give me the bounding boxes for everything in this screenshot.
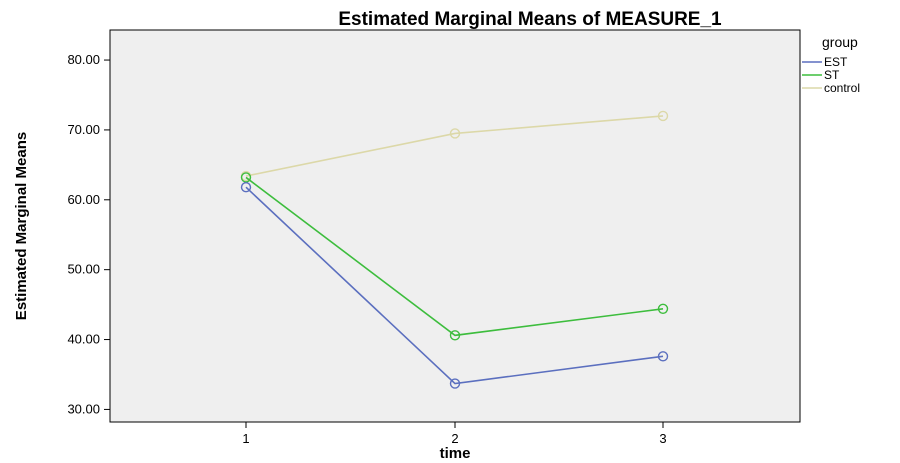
data-point-est bbox=[657, 351, 669, 362]
series-line-est bbox=[245, 186, 664, 385]
x-tick-label: 2 bbox=[451, 431, 458, 446]
legend-label-est: EST bbox=[824, 55, 848, 69]
series-line-st bbox=[245, 176, 664, 337]
y-tick-label: 70.00 bbox=[67, 122, 100, 137]
data-point-est bbox=[240, 182, 252, 193]
data-point-control bbox=[449, 128, 461, 139]
y-tick-label: 80.00 bbox=[67, 52, 100, 67]
x-tick-label: 1 bbox=[242, 431, 249, 446]
x-axis-title: time bbox=[440, 445, 471, 462]
legend-title: group bbox=[822, 34, 858, 50]
data-point-st bbox=[240, 172, 252, 183]
y-axis: 30.00 40.00 50.00 60.00 70.00 80.00 bbox=[67, 52, 110, 416]
y-axis-title: Estimated Marginal Means bbox=[13, 132, 30, 320]
series-est bbox=[240, 182, 669, 389]
series-st bbox=[240, 172, 669, 341]
series-line-control bbox=[245, 115, 664, 177]
y-tick-label: 50.00 bbox=[67, 262, 100, 277]
y-tick-label: 40.00 bbox=[67, 332, 100, 347]
chart-title: Estimated Marginal Means of MEASURE_1 bbox=[338, 9, 722, 30]
data-point-st bbox=[449, 330, 461, 341]
plot-area bbox=[109, 29, 801, 423]
data-point-control bbox=[657, 110, 669, 122]
x-axis: 1 2 3 bbox=[242, 422, 667, 446]
data-point-est bbox=[449, 378, 461, 389]
data-point-st bbox=[657, 303, 669, 315]
y-tick-label: 30.00 bbox=[67, 401, 100, 416]
series-layer bbox=[240, 110, 669, 389]
legend-label-st: ST bbox=[824, 68, 840, 82]
x-tick-label: 3 bbox=[659, 431, 666, 446]
legend-label-control: control bbox=[824, 81, 860, 95]
y-tick-label: 60.00 bbox=[67, 192, 100, 207]
